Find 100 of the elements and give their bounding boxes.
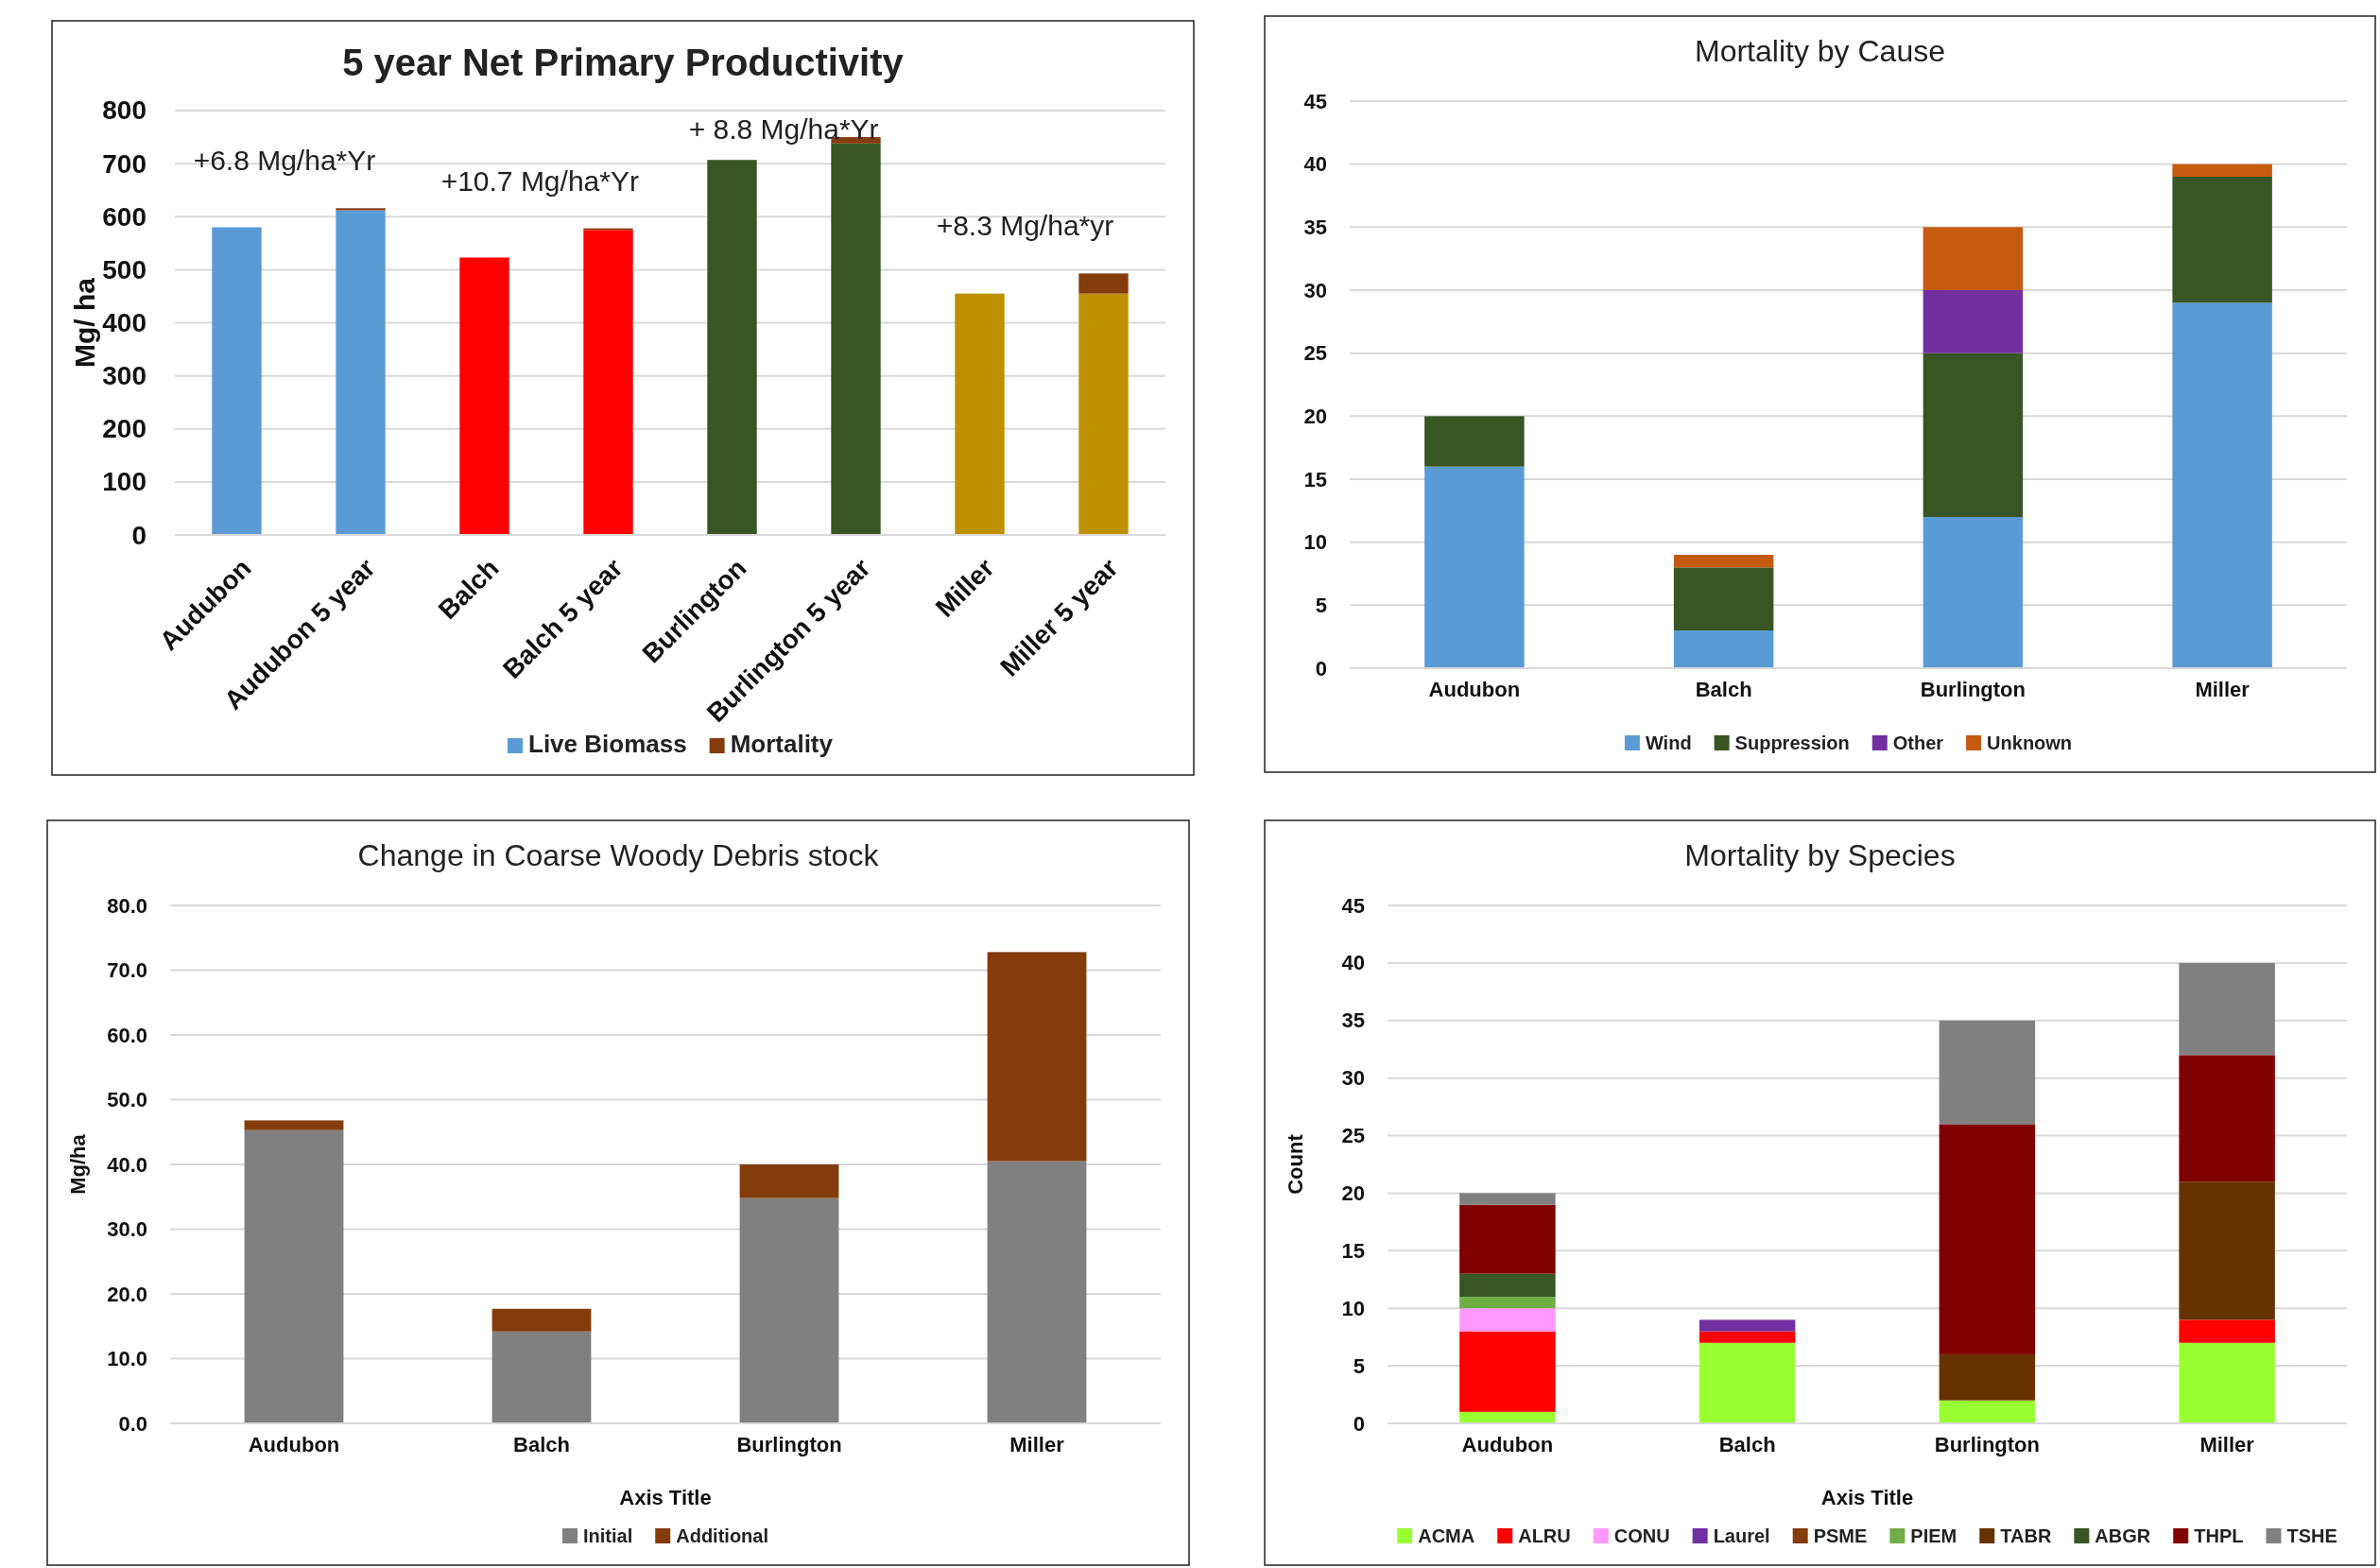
bar bbox=[1699, 1342, 1796, 1423]
bar bbox=[1459, 1273, 1556, 1298]
x-tick-label: Miller bbox=[2195, 677, 2251, 701]
y-tick-label: 400 bbox=[102, 307, 147, 337]
y-tick-label: 40.0 bbox=[107, 1152, 147, 1177]
y-tick-label: 10.0 bbox=[107, 1347, 147, 1371]
legend-label: Other bbox=[1892, 732, 1944, 753]
y-tick-label: 20.0 bbox=[107, 1282, 147, 1306]
x-tick-label: Burlington bbox=[1920, 677, 2026, 701]
annotation: +10.7 Mg/ha*Yr bbox=[440, 164, 639, 197]
legend-label: PSME bbox=[1813, 1525, 1868, 1546]
y-tick-label: 700 bbox=[102, 148, 147, 179]
bar bbox=[1939, 1124, 2036, 1354]
bar bbox=[336, 208, 386, 211]
bar bbox=[1923, 517, 2024, 668]
y-axis-title: Mg/ha bbox=[66, 1133, 90, 1195]
bar bbox=[1699, 1319, 1796, 1332]
bar bbox=[1459, 1204, 1556, 1274]
y-tick-label: 80.0 bbox=[107, 893, 147, 918]
x-tick-label: Audubon bbox=[248, 1432, 340, 1456]
bar bbox=[2179, 1342, 2275, 1423]
x-tick-label: Balch bbox=[513, 1432, 570, 1456]
y-tick-label: 0 bbox=[1315, 656, 1327, 681]
legend-label: Additional bbox=[676, 1525, 768, 1546]
y-tick-label: 10 bbox=[1303, 530, 1327, 555]
y-tick-label: 500 bbox=[102, 254, 147, 284]
bar bbox=[1939, 1400, 2036, 1423]
y-tick-label: 25 bbox=[1303, 341, 1327, 366]
y-tick-label: 800 bbox=[102, 95, 147, 126]
bar bbox=[2179, 1181, 2275, 1320]
bar bbox=[244, 1120, 344, 1130]
legend-label: TSHE bbox=[2286, 1525, 2337, 1546]
bar bbox=[955, 293, 1005, 536]
x-tick-label: Burlington bbox=[1934, 1432, 2040, 1456]
legend-label: Suppression bbox=[1734, 732, 1850, 753]
chart-title: Change in Coarse Woody Debris stock bbox=[357, 838, 880, 872]
y-tick-label: 20 bbox=[1303, 404, 1327, 428]
y-tick-label: 25 bbox=[1341, 1124, 1365, 1148]
y-tick-label: 0.0 bbox=[118, 1411, 147, 1436]
bar bbox=[1939, 1353, 2036, 1401]
bar bbox=[2172, 164, 2272, 177]
y-tick-label: 200 bbox=[102, 414, 147, 444]
legend-label: TABR bbox=[2000, 1525, 2052, 1546]
bar bbox=[2179, 1055, 2275, 1182]
bar bbox=[987, 1161, 1087, 1423]
annotation: +8.3 Mg/ha*yr bbox=[936, 210, 1114, 242]
bar bbox=[1459, 1411, 1556, 1423]
x-tick-label: Audubon bbox=[1461, 1432, 1554, 1456]
x-tick-label: Burlington bbox=[736, 1432, 842, 1456]
x-tick-label: Audubon bbox=[1428, 677, 1521, 701]
chart-title: 5 year Net Primary Productivity bbox=[342, 42, 905, 83]
x-tick-label: Miller bbox=[1009, 1432, 1065, 1456]
y-tick-label: 45 bbox=[1341, 893, 1365, 918]
bar bbox=[2179, 962, 2275, 1056]
legend-label: THPL bbox=[2194, 1525, 2244, 1546]
legend-label: Mortality bbox=[730, 730, 834, 758]
bar bbox=[739, 1164, 839, 1198]
x-tick-label: Miller bbox=[2199, 1432, 2255, 1456]
legend-label: ACMA bbox=[1418, 1525, 1475, 1546]
x-axis-title: Axis Title bbox=[619, 1486, 712, 1509]
legend-label: PIEM bbox=[1910, 1525, 1957, 1546]
legend-label: Laurel bbox=[1713, 1525, 1770, 1546]
legend-label: ALRU bbox=[1518, 1525, 1571, 1546]
y-tick-label: 40 bbox=[1341, 951, 1365, 975]
legend-label: Unknown bbox=[1987, 732, 2073, 753]
bar bbox=[1939, 1020, 2036, 1125]
y-tick-label: 100 bbox=[102, 467, 147, 497]
y-tick-label: 30.0 bbox=[107, 1217, 147, 1242]
y-tick-label: 45 bbox=[1303, 89, 1327, 113]
y-tick-label: 40 bbox=[1303, 152, 1327, 177]
y-tick-label: 50.0 bbox=[107, 1088, 147, 1112]
chart-title: Mortality by Species bbox=[1684, 838, 1956, 872]
bar bbox=[1459, 1297, 1556, 1309]
bar bbox=[1459, 1308, 1556, 1332]
bar bbox=[2179, 1319, 2275, 1343]
y-tick-label: 5 bbox=[1315, 593, 1327, 617]
bar bbox=[1078, 293, 1129, 536]
y-tick-label: 35 bbox=[1303, 215, 1327, 239]
y-tick-label: 30 bbox=[1341, 1066, 1365, 1091]
bar bbox=[1424, 466, 1525, 668]
bar bbox=[459, 257, 509, 536]
y-tick-label: 30 bbox=[1303, 278, 1327, 302]
x-tick-label: Balch bbox=[1718, 1432, 1776, 1456]
chart-title: Mortality by Cause bbox=[1695, 34, 1945, 68]
y-tick-label: 10 bbox=[1341, 1296, 1365, 1320]
bar bbox=[987, 952, 1087, 1162]
bar bbox=[1923, 290, 2024, 353]
bar bbox=[492, 1331, 592, 1423]
y-tick-label: 0 bbox=[1353, 1411, 1365, 1436]
bar bbox=[244, 1129, 344, 1423]
bar bbox=[212, 227, 262, 536]
bar bbox=[1673, 555, 1774, 568]
bar bbox=[2172, 177, 2272, 303]
annotation: +6.8 Mg/ha*Yr bbox=[193, 145, 376, 177]
annotation: + 8.8 Mg/ha*Yr bbox=[688, 113, 879, 145]
y-tick-label: 15 bbox=[1341, 1238, 1365, 1263]
legend-label: Initial bbox=[583, 1525, 633, 1546]
bar bbox=[1923, 353, 2024, 517]
legend-label: CONU bbox=[1613, 1525, 1670, 1546]
y-tick-label: 20 bbox=[1341, 1180, 1365, 1205]
